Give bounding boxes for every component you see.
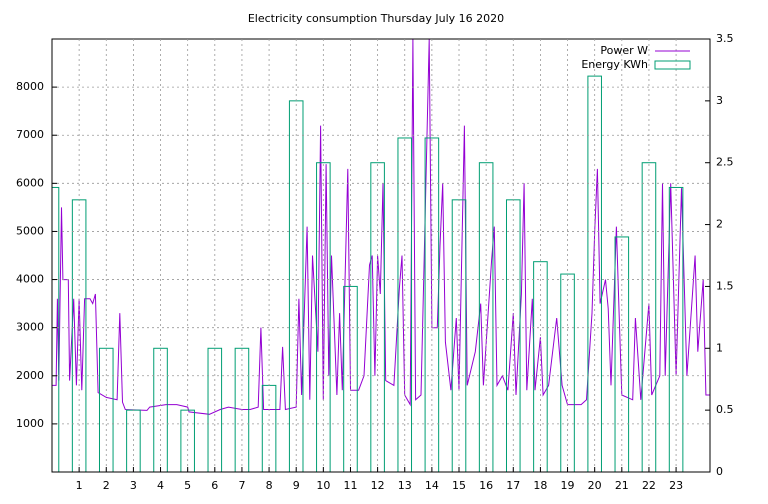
y2-tick-label: 3.5 (716, 32, 734, 45)
y-tick-label: 6000 (16, 176, 44, 189)
bar (397, 137, 413, 472)
x-tick-label: 18 (533, 479, 547, 492)
y2-tick-label: 1.5 (716, 279, 734, 292)
x-tick-label: 19 (561, 479, 575, 492)
y2-tick-label: 0 (716, 465, 723, 478)
y-tick-label: 4000 (16, 273, 44, 286)
x-tick-label: 2 (103, 479, 110, 492)
x-tick-label: 22 (642, 479, 656, 492)
line (52, 39, 710, 415)
y-tick-label: 1000 (16, 417, 44, 430)
bar (614, 236, 630, 472)
x-tick-label: 16 (479, 479, 493, 492)
y-tick-label: 3000 (16, 321, 44, 334)
x-tick-label: 21 (615, 479, 629, 492)
bar (587, 75, 602, 472)
x-tick-label: 7 (238, 479, 245, 492)
y2-tick-label: 3 (716, 94, 723, 107)
x-tick-label: 10 (316, 479, 330, 492)
x-tick-label: 9 (293, 479, 300, 492)
x-tick-label: 20 (588, 479, 602, 492)
y2-tick-label: 2.5 (716, 156, 734, 169)
x-tick-label: 5 (184, 479, 191, 492)
legend-swatch (654, 60, 691, 70)
plot-frame (51, 38, 711, 473)
x-tick-label: 23 (669, 479, 683, 492)
bar (424, 137, 440, 472)
y2-tick-label: 2 (716, 218, 723, 231)
x-tick-label: 15 (452, 479, 466, 492)
x-tick-label: 4 (157, 479, 164, 492)
y2-tick-label: 0.5 (716, 403, 734, 416)
x-tick-label: 13 (398, 479, 412, 492)
chart-title: Electricity consumption Thursday July 16… (248, 12, 504, 25)
legend-label: Power W (600, 44, 648, 57)
y-tick-label: 2000 (16, 369, 44, 382)
x-tick-label: 6 (211, 479, 218, 492)
y2-tick-label: 1 (716, 341, 723, 354)
x-tick-label: 3 (130, 479, 137, 492)
x-tick-label: 11 (343, 479, 357, 492)
legend-label: Energy KWh (581, 58, 648, 71)
x-tick-label: 17 (506, 479, 520, 492)
x-tick-label: 14 (425, 479, 439, 492)
x-tick-label: 8 (266, 479, 273, 492)
y-tick-label: 7000 (16, 128, 44, 141)
x-tick-label: 12 (371, 479, 385, 492)
y-tick-label: 8000 (16, 80, 44, 93)
y-tick-label: 5000 (16, 224, 44, 237)
x-tick-label: 1 (76, 479, 83, 492)
plot-area (52, 39, 710, 472)
